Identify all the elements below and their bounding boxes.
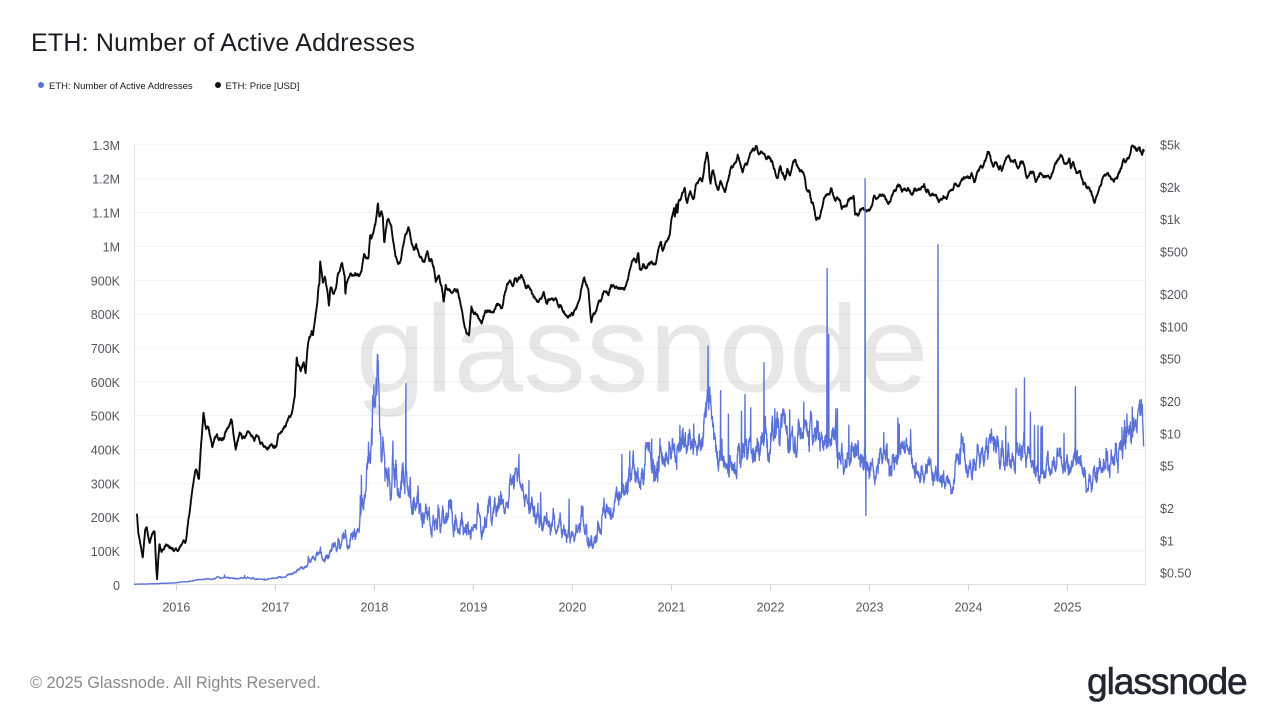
svg-text:300K: 300K bbox=[91, 477, 121, 491]
svg-text:1.1M: 1.1M bbox=[92, 207, 120, 221]
svg-text:2016: 2016 bbox=[162, 601, 190, 615]
svg-text:2024: 2024 bbox=[955, 601, 983, 615]
svg-text:$0.50: $0.50 bbox=[1160, 567, 1191, 581]
svg-text:2023: 2023 bbox=[856, 601, 884, 615]
svg-text:700K: 700K bbox=[91, 342, 121, 356]
svg-text:2025: 2025 bbox=[1054, 601, 1082, 615]
svg-text:200K: 200K bbox=[91, 511, 121, 525]
svg-text:$50: $50 bbox=[1160, 353, 1181, 367]
svg-text:500K: 500K bbox=[91, 410, 121, 424]
svg-text:2017: 2017 bbox=[261, 601, 289, 615]
svg-text:$5k: $5k bbox=[1160, 138, 1181, 152]
svg-text:2018: 2018 bbox=[360, 601, 388, 615]
svg-text:600K: 600K bbox=[91, 376, 121, 390]
svg-text:$1k: $1k bbox=[1160, 213, 1181, 227]
svg-text:$200: $200 bbox=[1160, 288, 1188, 302]
svg-text:2020: 2020 bbox=[558, 601, 586, 615]
svg-text:$500: $500 bbox=[1160, 245, 1188, 259]
svg-text:1.2M: 1.2M bbox=[92, 173, 120, 187]
svg-text:100K: 100K bbox=[91, 545, 121, 559]
svg-text:800K: 800K bbox=[91, 308, 121, 322]
svg-text:400K: 400K bbox=[91, 443, 121, 457]
svg-text:$1: $1 bbox=[1160, 535, 1174, 549]
svg-text:$2: $2 bbox=[1160, 502, 1174, 516]
svg-text:$100: $100 bbox=[1160, 320, 1188, 334]
svg-text:glassnode: glassnode bbox=[356, 282, 929, 419]
svg-text:0: 0 bbox=[113, 579, 120, 593]
svg-text:$2k: $2k bbox=[1160, 181, 1181, 195]
svg-text:$10: $10 bbox=[1160, 427, 1181, 441]
svg-text:2022: 2022 bbox=[757, 601, 785, 615]
svg-text:$20: $20 bbox=[1160, 395, 1181, 409]
svg-text:900K: 900K bbox=[91, 274, 121, 288]
svg-text:2021: 2021 bbox=[658, 601, 686, 615]
svg-text:1.3M: 1.3M bbox=[92, 139, 120, 153]
svg-text:2019: 2019 bbox=[459, 601, 487, 615]
svg-text:1M: 1M bbox=[103, 240, 120, 254]
svg-text:$5: $5 bbox=[1160, 460, 1174, 474]
